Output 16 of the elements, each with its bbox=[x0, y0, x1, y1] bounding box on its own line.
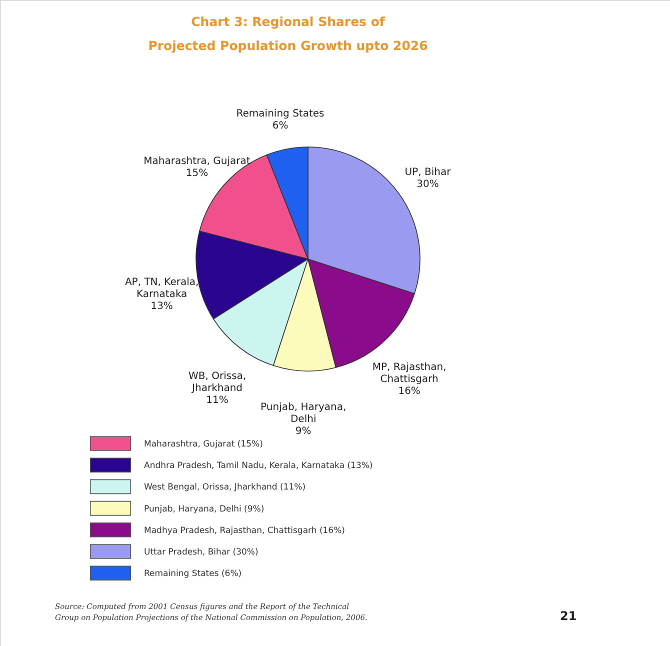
chart-title: Chart 3: Regional Shares of Projected Population Growth upto 2026 bbox=[148, 14, 428, 53]
legend-label: Punjab, Haryana, Delhi (9%) bbox=[144, 504, 264, 514]
text: 21 bbox=[560, 609, 577, 623]
data-label: Maharashtra, Gujarat 15% bbox=[144, 156, 250, 180]
legend-label: Uttar Pradesh, Bihar (30%) bbox=[144, 548, 258, 558]
data-label: MP, Rajasthan, Chattisgarh 16% bbox=[372, 362, 446, 397]
legend-label: Maharashtra, Gujarat (15%) bbox=[144, 440, 263, 450]
legend-label: Madhya Pradesh, Rajasthan, Chattisgarh (16%) bbox=[144, 526, 345, 536]
data-label: AP, TN, Kerala, Karnataka 13% bbox=[124, 277, 199, 312]
data-label: Remaining States 6% bbox=[236, 108, 324, 132]
data-label: WB, Orissa, Jharkhand 11% bbox=[188, 370, 246, 406]
legend-label: Andhra Pradesh, Tamil Nadu, Kerala, Karnataka (13%) bbox=[144, 461, 373, 472]
legend-label: Remaining States (6%) bbox=[144, 569, 242, 580]
data-label: UP, Bihar 30% bbox=[404, 167, 452, 190]
legend-label: West Bengal, Orissa, Jharkhand (11%) bbox=[144, 482, 306, 493]
data-label: Punjab, Haryana, Delhi 9% bbox=[260, 402, 346, 437]
